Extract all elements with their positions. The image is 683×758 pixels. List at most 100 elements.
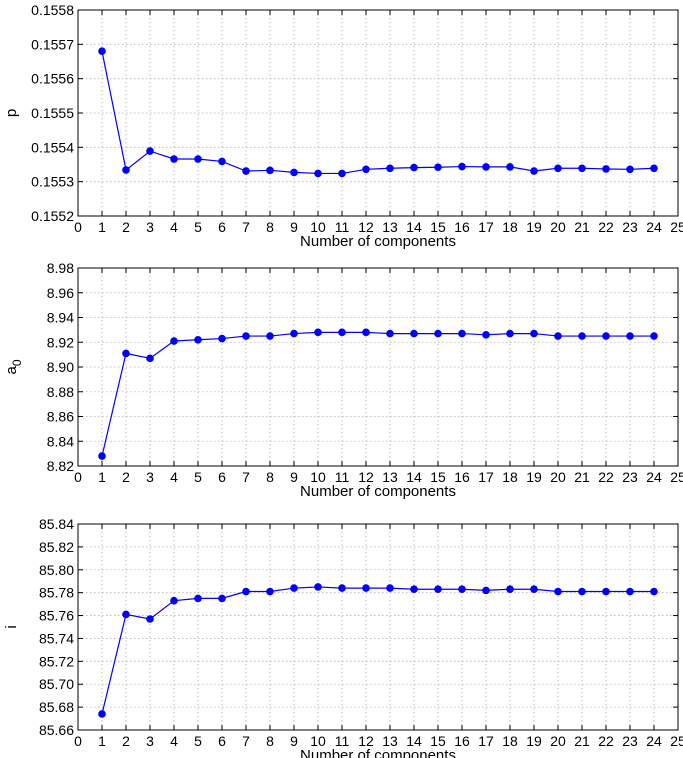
data-point (602, 165, 610, 173)
x-tick-label: 14 (406, 469, 422, 485)
y-tick-label: 85.82 (39, 539, 74, 555)
y-tick-label: 0.1558 (31, 2, 74, 18)
data-point (266, 587, 274, 596)
x-tick-label: 10 (310, 219, 326, 235)
x-tick-label: 4 (170, 219, 178, 235)
x-tick-label: 18 (502, 219, 518, 235)
data-point (362, 328, 370, 337)
x-tick-label: 5 (194, 469, 202, 485)
x-tick-label: 23 (622, 733, 638, 749)
data-point (650, 164, 658, 173)
x-tick-label: 7 (242, 469, 250, 485)
data-point (194, 594, 202, 603)
data-point (242, 167, 250, 175)
y-tick-label: 85.66 (39, 722, 74, 738)
x-axis-label: Number of components (300, 483, 456, 500)
data-point (146, 354, 154, 363)
x-tick-label: 25 (670, 469, 683, 485)
data-point (578, 164, 586, 173)
x-tick-label: 22 (598, 219, 614, 235)
y-axis-label: i (3, 625, 20, 628)
x-tick-label: 6 (218, 219, 226, 235)
x-tick-label: 23 (622, 469, 638, 485)
x-tick-label: 13 (382, 219, 398, 235)
data-point (482, 163, 490, 171)
data-point (266, 332, 274, 340)
series-line (101, 586, 654, 715)
y-tick-label: 8.82 (47, 458, 74, 474)
data-point (314, 169, 322, 178)
x-tick-label: 19 (526, 733, 542, 749)
data-point (554, 164, 562, 173)
x-tick-label: 9 (290, 469, 298, 485)
data-point (530, 329, 538, 338)
x-tick-label: 15 (430, 733, 446, 749)
x-tick-label: 4 (170, 733, 178, 749)
y-tick-label: 85.80 (39, 562, 74, 578)
x-tick-label: 1 (98, 733, 106, 749)
y-tick-label: 85.70 (39, 676, 74, 692)
data-point (338, 169, 346, 178)
data-point (362, 584, 370, 592)
x-tick-label: 22 (598, 733, 614, 749)
x-tick-label: 6 (218, 469, 226, 485)
data-point (170, 596, 178, 605)
x-tick-label: 12 (358, 219, 374, 235)
x-tick-label: 13 (382, 733, 398, 749)
y-tick-label: 8.86 (47, 409, 74, 425)
x-tick-label: 20 (550, 219, 566, 235)
data-point (434, 163, 442, 172)
data-point (410, 329, 418, 338)
data-point (242, 332, 250, 340)
x-tick-label: 2 (122, 733, 130, 749)
y-tick-label: 0.1556 (31, 71, 74, 87)
x-tick-label: 15 (430, 219, 446, 235)
x-tick-label: 18 (502, 469, 518, 485)
x-tick-label: 24 (646, 733, 662, 749)
y-tick-label: 8.84 (47, 433, 74, 449)
x-tick-label: 11 (335, 219, 350, 235)
x-tick-label: 22 (598, 469, 614, 485)
data-point (626, 332, 634, 340)
data-point (146, 615, 154, 623)
x-tick-label: 17 (478, 469, 494, 485)
data-point (386, 584, 394, 592)
series-line (101, 331, 654, 457)
x-tick-label: 11 (335, 733, 350, 749)
y-tick-label: 85.84 (39, 516, 74, 532)
x-tick-label: 6 (218, 733, 226, 749)
data-point (338, 328, 346, 337)
x-tick-label: 14 (406, 733, 422, 749)
x-tick-label: 25 (670, 733, 683, 749)
data-point (410, 585, 418, 594)
y-tick-label: 0.1557 (31, 36, 74, 52)
x-tick-label: 8 (266, 469, 274, 485)
y-axis-label: a0 (3, 359, 24, 374)
x-tick-label: 8 (266, 733, 274, 749)
x-tick-label: 16 (454, 219, 470, 235)
data-point (218, 594, 226, 603)
x-tick-label: 21 (574, 219, 590, 235)
x-tick-label: 0 (74, 733, 82, 749)
data-point (170, 337, 178, 345)
x-tick-label: 20 (550, 733, 566, 749)
data-point (506, 329, 514, 338)
y-tick-label: 85.78 (39, 585, 74, 601)
data-point (122, 349, 130, 358)
y-tick-label: 8.90 (47, 359, 74, 375)
x-tick-label: 15 (430, 469, 446, 485)
data-point (290, 329, 298, 338)
x-tick-label: 5 (194, 733, 202, 749)
x-tick-label: 16 (454, 469, 470, 485)
x-tick-label: 9 (290, 219, 298, 235)
data-point (578, 332, 586, 340)
data-point (578, 587, 586, 596)
data-point (122, 166, 130, 174)
chart-2: 0 1 2 3 4 5 6 7 8 9 10 11 12 13 14 15 16 17 18 19 20 21 22 23 24… (3, 260, 683, 500)
data-point (626, 165, 634, 174)
data-point (386, 329, 394, 338)
data-point (506, 585, 514, 594)
data-point (650, 587, 658, 596)
y-tick-label: 0.1554 (31, 139, 74, 155)
